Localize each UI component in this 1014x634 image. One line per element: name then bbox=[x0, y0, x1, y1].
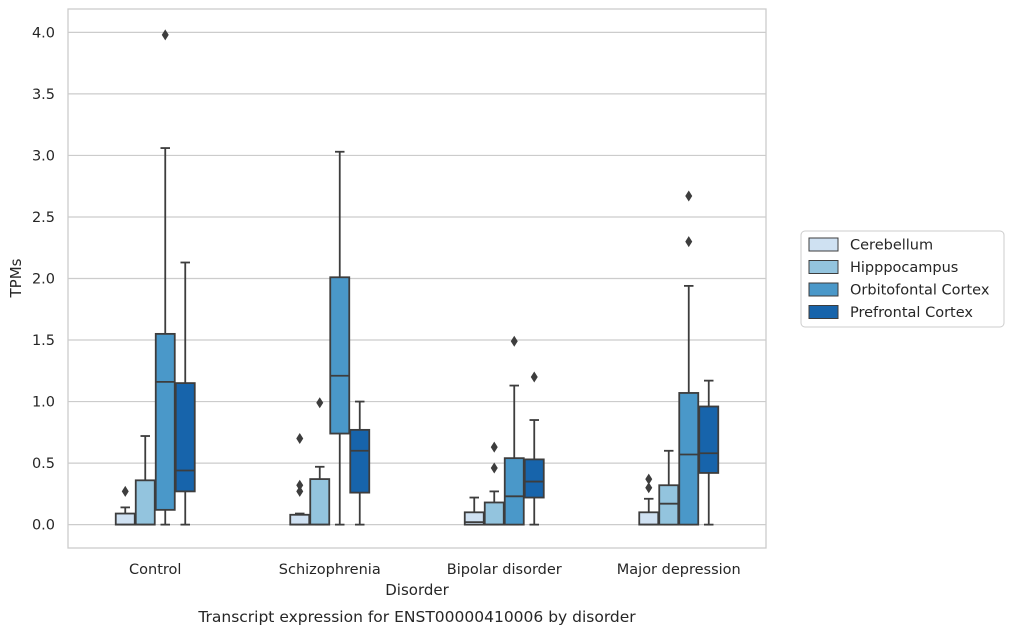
outlier-point bbox=[685, 236, 693, 248]
iqr-box bbox=[638, 511, 660, 526]
outlier-point bbox=[490, 462, 498, 474]
box-cerebellum-major-depression bbox=[638, 473, 660, 526]
box-cerebellum-control bbox=[114, 485, 136, 526]
legend-swatch bbox=[808, 237, 839, 252]
iqr-box bbox=[154, 332, 176, 511]
x-axis-label: Disorder bbox=[385, 581, 449, 599]
y-tick-label: 4.0 bbox=[32, 25, 55, 41]
legend-frame bbox=[800, 230, 1005, 328]
y-tick-label: 3.0 bbox=[32, 148, 55, 164]
y-tick-label: 0.0 bbox=[32, 518, 55, 534]
iqr-box bbox=[289, 513, 311, 526]
legend-label: Prefrontal Cortex bbox=[850, 305, 973, 321]
plot-frame bbox=[67, 8, 767, 549]
iqr-box bbox=[503, 457, 525, 526]
box-hipppocampus-schizophrenia bbox=[309, 397, 331, 526]
y-axis-label: TPMs bbox=[7, 258, 25, 298]
legend-label: Orbitofontal Cortex bbox=[850, 283, 990, 299]
y-tick-labels: 0.0 0.5 1.0 1.5 2.0 2.5 3.0 3.5 4.0 bbox=[32, 25, 55, 533]
box-orbitofontal-cortex-schizophrenia bbox=[329, 150, 351, 526]
iqr-box bbox=[329, 276, 351, 435]
legend-label: Hipppocampus bbox=[850, 260, 958, 276]
box-orbitofontal-cortex-major-depression bbox=[678, 190, 700, 526]
iqr-box bbox=[483, 501, 505, 526]
box-orbitofontal-cortex-bipolar-disorder bbox=[503, 335, 525, 526]
x-tick-label: Bipolar disorder bbox=[447, 562, 562, 578]
outlier-point bbox=[296, 432, 304, 444]
outlier-point bbox=[296, 479, 304, 491]
box-prefrontal-cortex-major-depression bbox=[698, 379, 720, 526]
y-tick-label: 2.0 bbox=[32, 272, 55, 288]
legend-swatch bbox=[808, 305, 839, 319]
outlier-point bbox=[685, 190, 693, 202]
x-tick-label: Schizophrenia bbox=[279, 562, 381, 578]
box-hipppocampus-control bbox=[134, 435, 156, 526]
legend-swatch bbox=[808, 260, 839, 274]
iqr-box bbox=[678, 392, 700, 526]
legend-swatch bbox=[808, 282, 839, 297]
iqr-box bbox=[523, 458, 545, 499]
outlier-point bbox=[490, 441, 498, 453]
box-hipppocampus-major-depression bbox=[658, 449, 680, 526]
y-tick-label: 1.5 bbox=[32, 333, 55, 349]
box-hipppocampus-bipolar-disorder bbox=[483, 441, 505, 526]
iqr-box bbox=[698, 405, 720, 474]
outlier-point bbox=[510, 335, 518, 347]
outlier-point bbox=[530, 371, 538, 383]
outlier-point bbox=[316, 397, 324, 409]
boxes bbox=[114, 29, 720, 526]
legend: Cerebellum Hipppocampus Orbitofontal Corte… bbox=[800, 230, 1005, 328]
outlier-point bbox=[296, 485, 304, 497]
box-cerebellum-bipolar-disorder bbox=[463, 496, 485, 526]
outlier-point bbox=[645, 482, 653, 494]
y-tick-label: 0.5 bbox=[32, 456, 55, 472]
x-tick-label: Major depression bbox=[617, 562, 741, 578]
chart-caption: Transcript expression for ENST0000041000… bbox=[197, 608, 636, 626]
iqr-box bbox=[658, 484, 680, 526]
iqr-box bbox=[309, 478, 331, 526]
y-tick-label: 2.5 bbox=[32, 210, 55, 226]
iqr-box bbox=[134, 479, 156, 526]
iqr-box bbox=[114, 512, 136, 526]
y-tick-label: 1.0 bbox=[32, 395, 55, 411]
outlier-point bbox=[161, 29, 169, 41]
box-prefrontal-cortex-control bbox=[174, 261, 196, 526]
outlier-point bbox=[121, 485, 129, 497]
legend-label: Cerebellum bbox=[850, 238, 933, 254]
box-prefrontal-cortex-schizophrenia bbox=[349, 400, 371, 526]
outlier-point bbox=[645, 473, 653, 485]
iqr-box bbox=[349, 428, 371, 494]
box-cerebellum-schizophrenia bbox=[289, 432, 311, 526]
x-tick-labels: Control Schizophrenia Bipolar disorder Majo… bbox=[129, 562, 741, 578]
box-prefrontal-cortex-bipolar-disorder bbox=[523, 371, 545, 526]
iqr-box bbox=[174, 382, 196, 493]
box-orbitofontal-cortex-control bbox=[154, 29, 176, 526]
x-tick-label: Control bbox=[129, 562, 181, 578]
y-tick-label: 3.5 bbox=[32, 87, 55, 103]
